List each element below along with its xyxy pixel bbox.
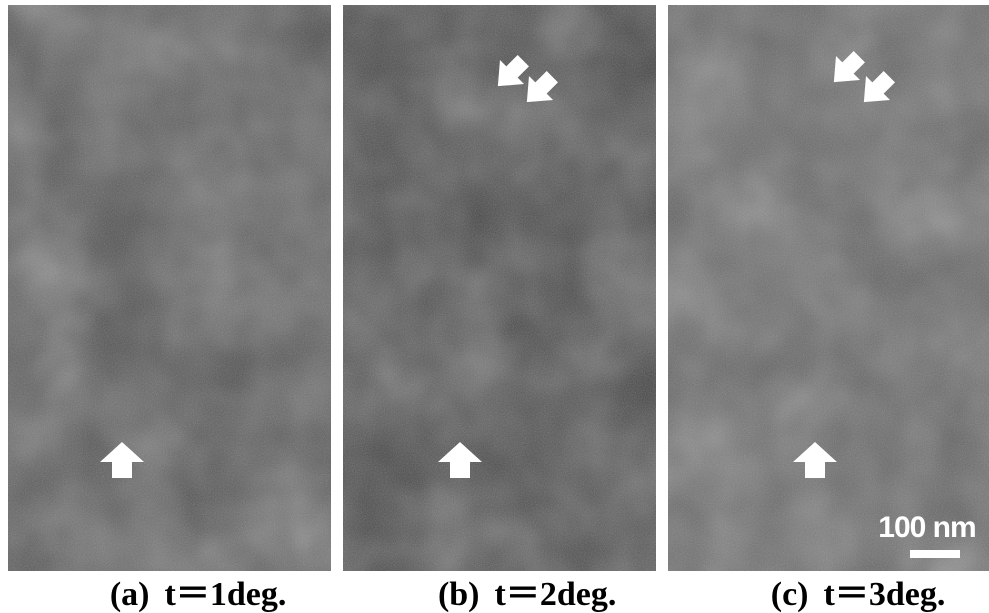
micrograph-noise [343, 5, 656, 571]
micrograph-noise [668, 5, 989, 571]
figure: 100 nm (a) t＝1deg. (b) t＝2deg. (c) t＝3deg. [0, 0, 989, 613]
scale-bar-label: 100 nm [878, 511, 975, 544]
panel-caption: t＝2deg. [495, 576, 617, 613]
panel-caption: t＝3deg. [824, 576, 946, 613]
scale-bar [910, 550, 960, 558]
panels [8, 5, 989, 571]
panel-caption: t＝1deg. [165, 576, 287, 613]
panel-label: (c) [771, 576, 809, 613]
panel-label: (a) [110, 576, 150, 613]
micrograph-noise [8, 5, 331, 571]
panel-label: (b) [438, 576, 480, 613]
